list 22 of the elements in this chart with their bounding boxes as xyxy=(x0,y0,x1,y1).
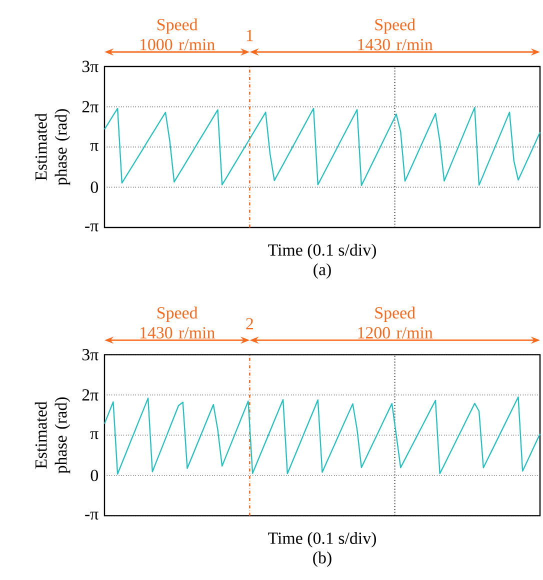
y-axis-title: Estimated phase (rad) xyxy=(34,109,70,186)
text: (b) xyxy=(313,552,332,567)
x-axis-title: Time (0.1 s/div) xyxy=(268,244,376,260)
text: 1 xyxy=(246,30,253,42)
text: 2 xyxy=(246,318,253,330)
text: Speed 1430 r/min xyxy=(140,306,215,338)
text: Speed 1000 r/min xyxy=(140,18,215,50)
y-tick-label: 3π xyxy=(82,60,98,72)
y-tick-label: -π xyxy=(85,512,98,520)
y-tick-label: π xyxy=(90,431,98,440)
y-tick-label: -π xyxy=(85,224,98,232)
text: Speed 1200 r/min xyxy=(358,306,433,338)
y-tick-label: 0 xyxy=(90,182,98,193)
text: (a) xyxy=(314,263,331,279)
y-tick-label: 2π xyxy=(82,389,98,401)
y-tick-label: π xyxy=(90,143,98,151)
text: Speed 1430 r/min xyxy=(358,18,433,50)
x-axis-title: Time (0.1 s/div) xyxy=(268,532,376,548)
y-axis-title: Estimated phase (rad) xyxy=(34,397,70,474)
y-tick-label: 0 xyxy=(90,470,98,482)
y-tick-label: 2π xyxy=(82,101,98,112)
y-tick-label: 3π xyxy=(82,349,98,360)
